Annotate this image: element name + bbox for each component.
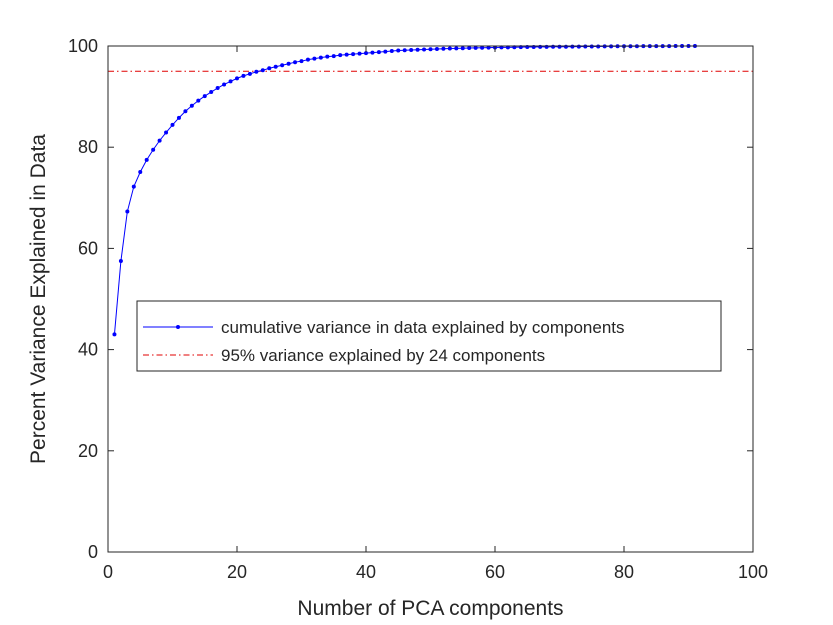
cumulative-variance-point xyxy=(312,56,317,61)
y-tick-label: 100 xyxy=(68,36,98,56)
cumulative-variance-point xyxy=(196,98,201,103)
cumulative-variance-point xyxy=(144,157,149,162)
cumulative-variance-point xyxy=(176,115,181,120)
cumulative-variance-point xyxy=(260,68,265,73)
cumulative-variance-point xyxy=(441,46,446,51)
cumulative-variance-point xyxy=(383,49,388,54)
cumulative-variance-point xyxy=(376,50,381,55)
cumulative-variance-point xyxy=(357,51,362,56)
y-axis-label: Percent Variance Explained in Data xyxy=(27,134,50,464)
cumulative-variance-point xyxy=(396,48,401,53)
cumulative-variance-point xyxy=(202,94,207,99)
cumulative-variance-point xyxy=(235,76,239,81)
cumulative-variance-point xyxy=(389,49,394,54)
cumulative-variance-point xyxy=(460,46,465,51)
plot-area xyxy=(108,46,753,552)
x-tick-label: 40 xyxy=(356,562,376,582)
cumulative-variance-point xyxy=(241,73,246,78)
cumulative-variance-point xyxy=(131,184,136,189)
cumulative-variance-point xyxy=(293,60,298,65)
y-tick-label: 20 xyxy=(78,441,98,461)
cumulative-variance-point xyxy=(409,48,414,53)
x-tick-label: 60 xyxy=(485,562,505,582)
cumulative-variance-point xyxy=(428,47,433,52)
x-tick-label: 20 xyxy=(227,562,247,582)
cumulative-variance-point xyxy=(563,44,568,49)
cumulative-variance-point xyxy=(183,109,188,114)
cumulative-variance-point xyxy=(254,69,259,74)
cumulative-variance-point xyxy=(228,79,233,84)
cumulative-variance-point xyxy=(164,130,169,135)
cumulative-variance-point xyxy=(447,46,452,51)
tick-labels-group: 0 20 40 60 80 100 0 20 40 60 80 100 xyxy=(68,36,768,582)
cumulative-variance-point xyxy=(222,82,227,87)
cumulative-variance-point xyxy=(583,44,588,49)
cumulative-variance-point xyxy=(151,147,156,152)
cumulative-variance-point xyxy=(454,46,459,51)
cumulative-variance-point xyxy=(189,103,194,108)
y-tick-label: 80 xyxy=(78,137,98,157)
x-tick-label: 0 xyxy=(103,562,113,582)
y-tick-label: 60 xyxy=(78,238,98,258)
cumulative-variance-point xyxy=(125,209,130,214)
cumulative-variance-point xyxy=(551,44,556,49)
cumulative-variance-point xyxy=(338,53,343,58)
cumulative-variance-point xyxy=(170,122,175,127)
cumulative-variance-point xyxy=(544,44,549,49)
cumulative-variance-point xyxy=(305,57,310,62)
cumulative-variance-point xyxy=(364,51,368,56)
cumulative-variance-point xyxy=(331,54,336,59)
cumulative-variance-point xyxy=(247,71,252,76)
legend-marker-cumulative xyxy=(176,325,180,329)
cumulative-variance-point xyxy=(402,48,407,53)
x-tick-label: 100 xyxy=(738,562,768,582)
cumulative-variance-point xyxy=(480,45,485,50)
cumulative-variance-point xyxy=(370,50,375,55)
cumulative-variance-point xyxy=(157,138,162,143)
cumulative-variance-point xyxy=(434,47,439,52)
cumulative-variance-point xyxy=(570,44,575,49)
legend-entry-cumulative: cumulative variance in data explained by… xyxy=(221,318,625,337)
y-tick-label: 40 xyxy=(78,340,98,360)
cumulative-variance-point xyxy=(415,47,420,52)
legend-box xyxy=(136,300,722,372)
legend: cumulative variance in data explained by… xyxy=(136,300,722,372)
cumulative-variance-point xyxy=(299,59,304,64)
cumulative-variance-point xyxy=(112,332,117,337)
cumulative-variance-point xyxy=(273,64,278,69)
cumulative-variance-point xyxy=(576,44,581,49)
cumulative-variance-point xyxy=(209,90,214,95)
cumulative-variance-point xyxy=(138,169,143,174)
plot-frame xyxy=(107,45,754,553)
x-axis-label: Number of PCA components xyxy=(297,597,563,620)
legend-entry-threshold: 95% variance explained by 24 components xyxy=(221,346,545,365)
x-tick-label: 80 xyxy=(614,562,634,582)
cumulative-variance-point xyxy=(325,54,330,59)
cumulative-variance-point xyxy=(589,44,594,49)
cumulative-variance-point xyxy=(486,45,491,50)
cumulative-variance-point xyxy=(344,52,349,57)
cumulative-variance-point xyxy=(318,55,323,60)
cumulative-variance-point xyxy=(267,66,272,71)
cumulative-variance-point xyxy=(118,259,123,264)
cumulative-variance-point xyxy=(215,85,220,90)
cumulative-variance-point xyxy=(351,52,356,57)
cumulative-variance-point xyxy=(557,44,562,49)
y-tick-label: 0 xyxy=(88,542,98,562)
cumulative-variance-point xyxy=(467,46,472,51)
cumulative-variance-point xyxy=(422,47,427,52)
cumulative-variance-point xyxy=(286,61,291,66)
cumulative-variance-point xyxy=(280,63,285,68)
cumulative-variance-point xyxy=(473,45,478,50)
